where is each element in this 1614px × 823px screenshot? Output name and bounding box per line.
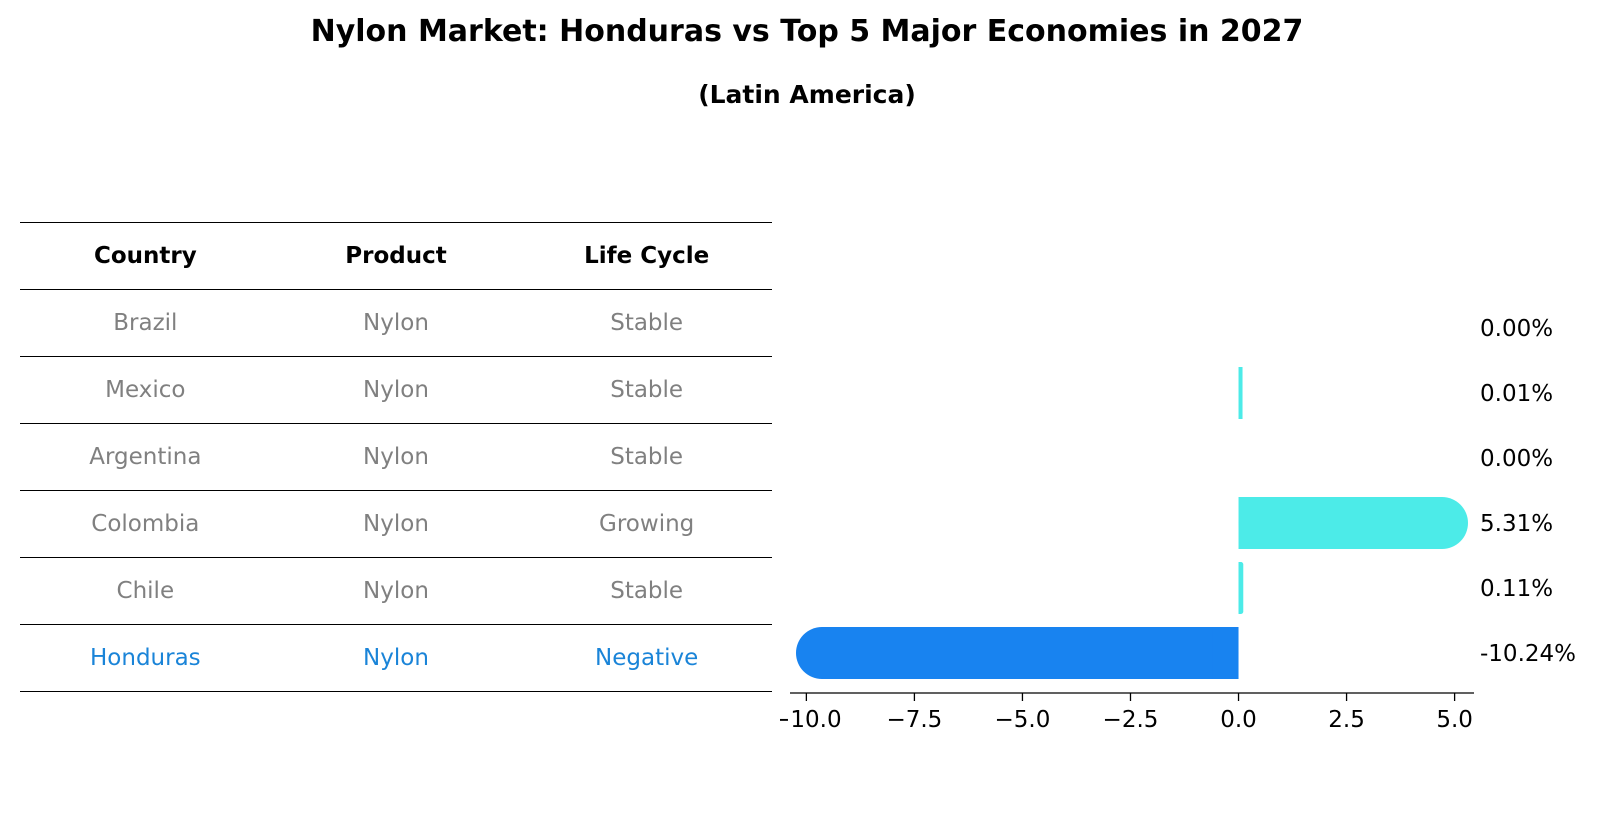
cell-country: Chile xyxy=(20,557,271,625)
column-header-product: Product xyxy=(270,222,522,290)
value-label-mexico: 0.01% xyxy=(1480,381,1553,407)
bar-mexico xyxy=(1238,367,1243,419)
x-tick-label: 0.0 xyxy=(1220,707,1257,733)
x-tick-label: −5.0 xyxy=(995,707,1051,733)
value-label-colombia: 5.31% xyxy=(1480,511,1553,537)
cell-life-cycle: Stable xyxy=(521,423,772,491)
bar-edge-honduras xyxy=(1212,627,1239,679)
data-table-container: Country Product Life Cycle Brazil Nylon … xyxy=(20,222,772,692)
cell-product: Nylon xyxy=(270,289,522,357)
bar-honduras xyxy=(796,627,1239,679)
bar-chart: 0.00% 0.01% 0.00% 5.31% 0.11% -10.24% −10.0 −7.… xyxy=(771,316,1576,733)
value-label-honduras: -10.24% xyxy=(1480,641,1576,667)
table-row: Colombia Nylon Growing xyxy=(20,490,772,558)
cell-product: Nylon xyxy=(270,624,522,692)
table-row: Mexico Nylon Stable xyxy=(20,356,772,424)
value-label-chile: 0.11% xyxy=(1480,576,1553,602)
cell-life-cycle: Stable xyxy=(521,356,772,424)
value-label-argentina: 0.00% xyxy=(1480,446,1553,472)
cell-life-cycle: Stable xyxy=(521,289,772,357)
cell-country: Argentina xyxy=(20,423,271,491)
table-row: Chile Nylon Stable xyxy=(20,557,772,625)
x-tick-label: 5.0 xyxy=(1436,707,1473,733)
cell-product: Nylon xyxy=(270,423,522,491)
column-header-life-cycle: Life Cycle xyxy=(521,222,772,290)
cell-country: Mexico xyxy=(20,356,271,424)
cell-country: Brazil xyxy=(20,289,271,357)
table-row-highlighted: Honduras Nylon Negative xyxy=(20,624,772,692)
bar-colombia xyxy=(1238,497,1468,549)
cell-life-cycle: Negative xyxy=(521,624,772,692)
chart-title: Nylon Market: Honduras vs Top 5 Major Ec… xyxy=(310,14,1304,49)
x-tick-label: −2.5 xyxy=(1103,707,1159,733)
column-header-country: Country xyxy=(20,222,271,290)
cell-life-cycle: Stable xyxy=(521,557,772,625)
cell-product: Nylon xyxy=(270,356,522,424)
cell-country: Colombia xyxy=(20,490,271,558)
cell-life-cycle: Growing xyxy=(521,490,772,558)
table-header-row: Country Product Life Cycle xyxy=(20,222,772,290)
chart-subtitle: (Latin America) xyxy=(698,80,916,109)
x-tick-label: −7.5 xyxy=(886,707,942,733)
x-tick-label: 2.5 xyxy=(1328,707,1365,733)
cell-product: Nylon xyxy=(270,557,522,625)
bar-chart-container: 0.00% 0.01% 0.00% 5.31% 0.11% -10.24% −10.0 −7.… xyxy=(771,290,1600,750)
cell-country: Honduras xyxy=(20,624,271,692)
cell-product: Nylon xyxy=(270,490,522,558)
bar-edge-colombia xyxy=(1238,497,1265,549)
data-table: Country Product Life Cycle Brazil Nylon … xyxy=(20,222,772,692)
table-row: Argentina Nylon Stable xyxy=(20,423,772,491)
value-label-brazil: 0.00% xyxy=(1480,316,1553,342)
bar-edge-chile xyxy=(1238,562,1241,614)
x-tick-label: −10.0 xyxy=(780,707,842,733)
table-row: Brazil Nylon Stable xyxy=(20,289,772,357)
